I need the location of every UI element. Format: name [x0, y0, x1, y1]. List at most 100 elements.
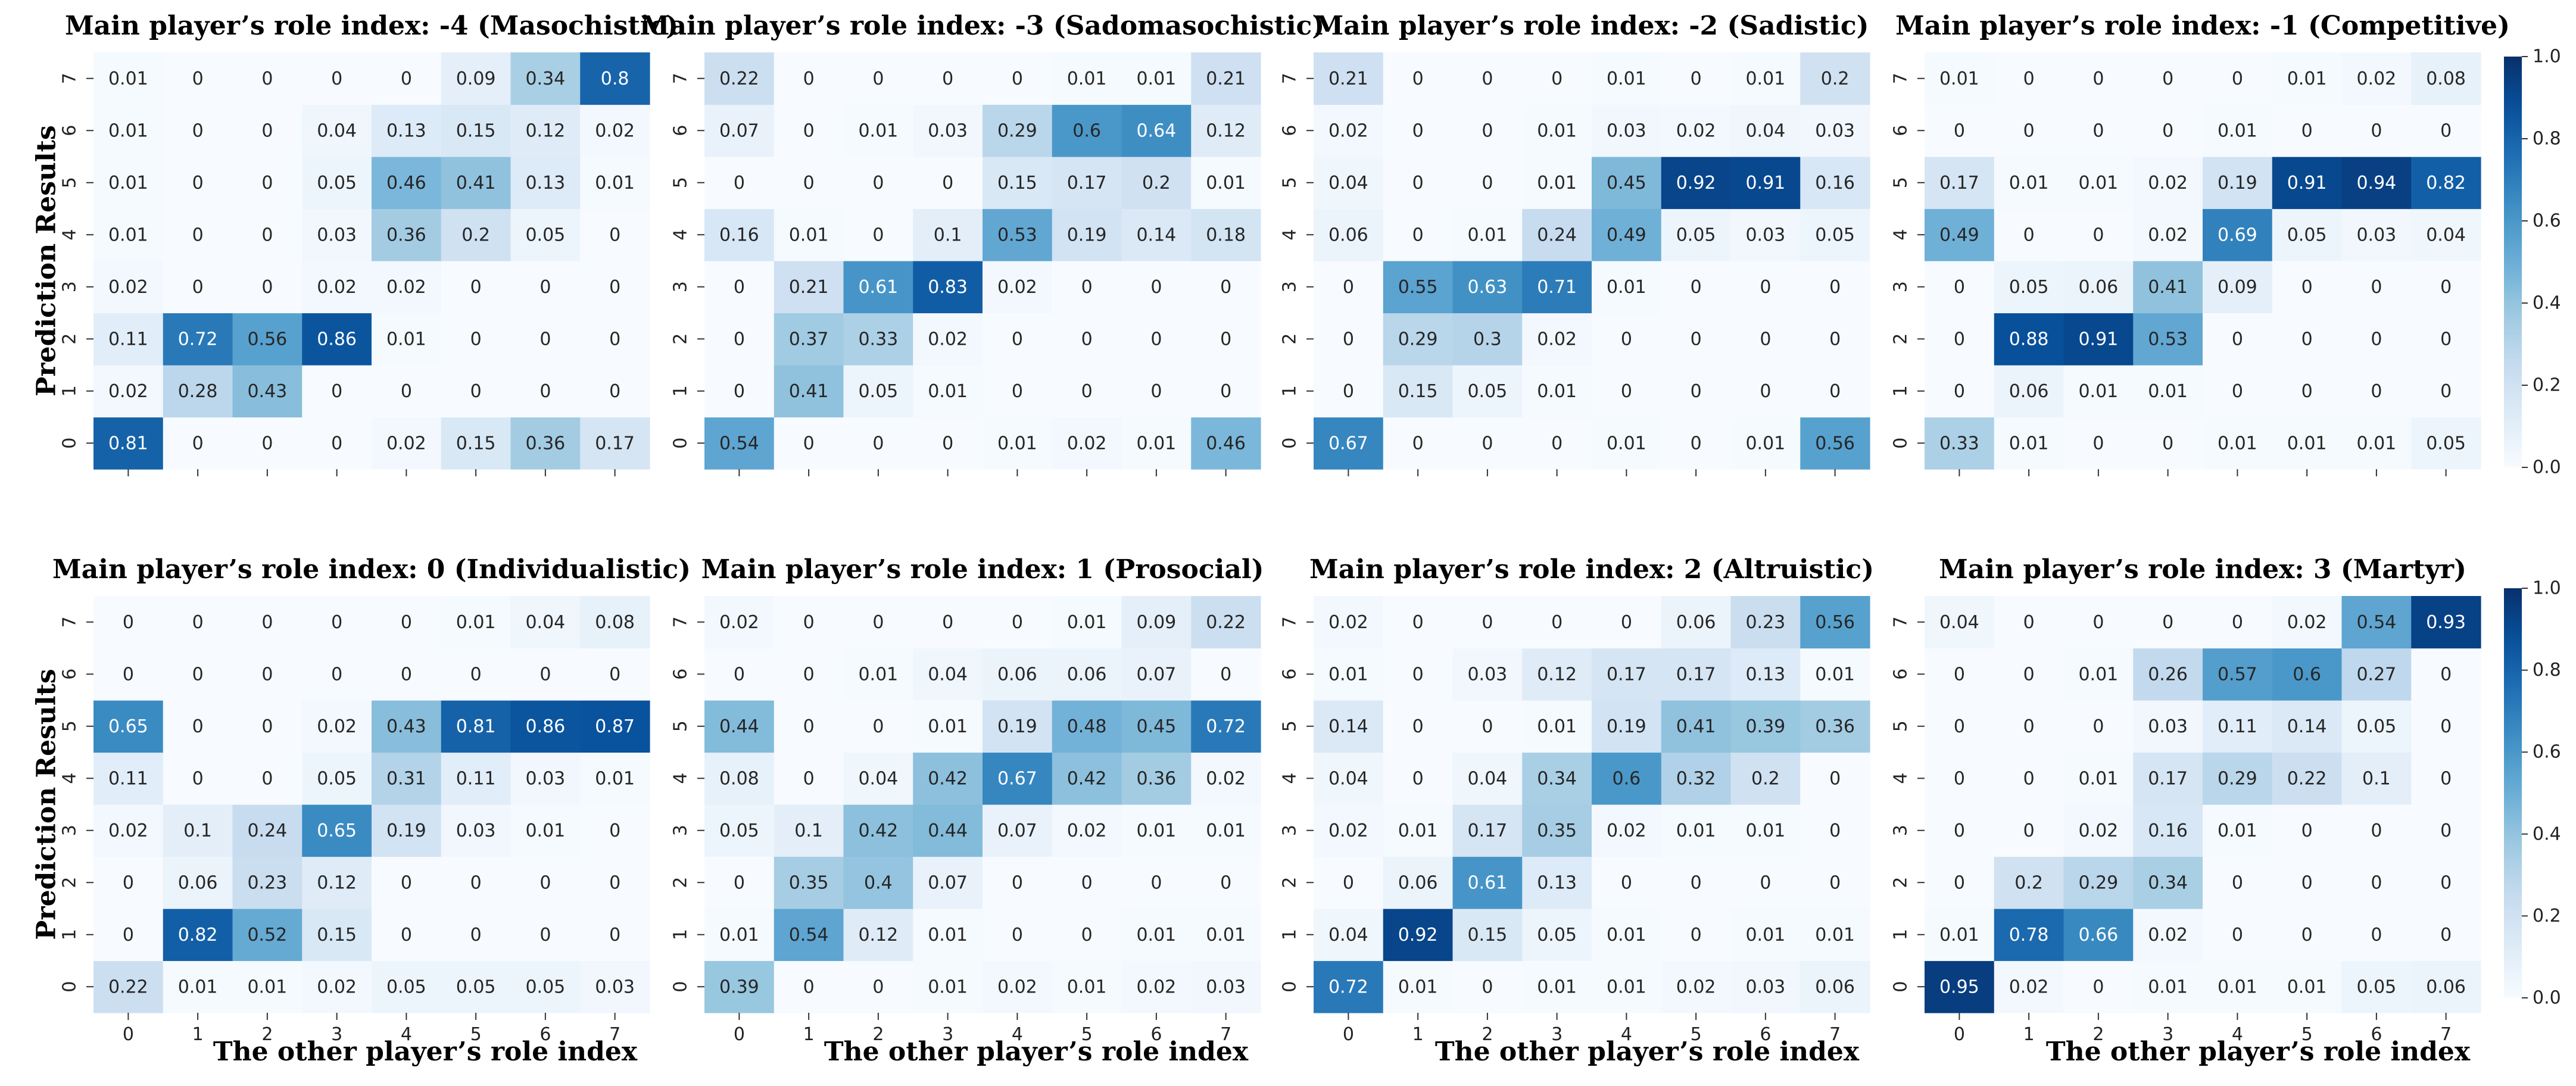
- heatmap-cell: [913, 909, 983, 962]
- heatmap-cell: [2203, 960, 2273, 1013]
- panel-title: Main player’s role index: 1 (Prosocial): [701, 554, 1264, 585]
- cell-value-label: 0: [803, 68, 815, 89]
- y-tick-label: 0: [670, 981, 691, 993]
- heatmap-cell: [232, 856, 302, 909]
- heatmap-cell: [1452, 804, 1523, 857]
- cell-value-label: 0.39: [719, 976, 759, 997]
- cell-value-label: 0: [1954, 820, 1965, 841]
- heatmap-cell: [441, 365, 512, 418]
- heatmap-cell: [704, 261, 775, 314]
- heatmap-cell: [2133, 52, 2203, 105]
- heatmap-cell: [510, 804, 581, 857]
- cell-value-label: 0: [803, 976, 815, 997]
- heatmap-cell: [2203, 157, 2273, 210]
- cell-value-label: 0.67: [997, 768, 1037, 789]
- heatmap-cell: [1925, 960, 1995, 1013]
- heatmap-cell: [1191, 856, 1261, 909]
- cell-value-label: 0.02: [317, 716, 357, 737]
- cell-value-label: 0: [1691, 925, 1702, 945]
- heatmap-cell: [843, 596, 913, 649]
- heatmap-cell: [774, 52, 844, 105]
- cell-value-label: 0: [2440, 664, 2452, 685]
- cell-value-label: 0.52: [247, 925, 287, 945]
- cell-value-label: 0.01: [1537, 976, 1577, 997]
- cell-value-label: 0: [1482, 68, 1493, 89]
- heatmap-cell: [913, 596, 983, 649]
- heatmap-cell: [2133, 752, 2203, 805]
- y-tick-label: 5: [1280, 177, 1301, 188]
- cell-value-label: 0.55: [1398, 277, 1438, 298]
- heatmap-cell: [1994, 804, 2064, 857]
- cell-value-label: 0.86: [317, 329, 357, 349]
- cell-value-label: 0.15: [456, 433, 496, 454]
- cell-value-label: 0.01: [1467, 224, 1507, 245]
- cell-value-label: 0.19: [1607, 716, 1646, 737]
- heatmap-cell: [774, 313, 844, 366]
- colorbar-tick-label: 0.4: [2533, 823, 2561, 844]
- cell-value-label: 0: [2301, 120, 2313, 141]
- heatmap-cell: [302, 700, 372, 753]
- cell-value-label: 0.04: [525, 612, 565, 633]
- heatmap-cell: [704, 700, 775, 753]
- cell-value-label: 0: [942, 433, 953, 454]
- cell-value-label: 0: [872, 976, 884, 997]
- heatmap-cell: [843, 157, 913, 210]
- cell-value-label: 0.01: [456, 612, 496, 633]
- heatmap-cell: [1730, 417, 1801, 470]
- cell-value-label: 0: [2162, 433, 2173, 454]
- heatmap-cell: [704, 208, 775, 261]
- heatmap-cell: [1314, 856, 1384, 909]
- heatmap-cell: [1191, 313, 1261, 366]
- cell-value-label: 0.01: [1815, 664, 1855, 685]
- heatmap-cell: [1191, 648, 1261, 701]
- heatmap-cell: [1661, 208, 1732, 261]
- heatmap-cell: [913, 752, 983, 805]
- heatmap-cell: [510, 700, 581, 753]
- cell-value-label: 0: [1551, 68, 1563, 89]
- cell-value-label: 0: [2301, 329, 2313, 349]
- y-tick-label: 0: [1891, 981, 1911, 993]
- heatmap-cell: [2203, 313, 2273, 366]
- heatmap-cell: [1661, 909, 1732, 962]
- cell-value-label: 0.01: [1745, 68, 1785, 89]
- heatmap-cell: [1452, 596, 1523, 649]
- cell-value-label: 0: [609, 329, 620, 349]
- cell-value-label: 0: [2371, 329, 2382, 349]
- heatmap-cell: [2203, 52, 2273, 105]
- heatmap-cell: [983, 157, 1053, 210]
- y-tick-label: 4: [1280, 773, 1301, 784]
- heatmap-cell: [2063, 261, 2134, 314]
- heatmap-cell: [2063, 752, 2134, 805]
- y-tick-label: 5: [1891, 720, 1911, 732]
- cell-value-label: 0.06: [1067, 664, 1107, 685]
- cell-value-label: 0: [1220, 381, 1231, 402]
- cell-value-label: 0.03: [525, 768, 565, 789]
- cell-value-label: 0: [1691, 68, 1702, 89]
- heatmap-cell: [2133, 700, 2203, 753]
- cell-value-label: 0: [1954, 277, 1965, 298]
- heatmap-cell: [2063, 52, 2134, 105]
- cell-value-label: 0.03: [1815, 120, 1855, 141]
- y-tick-label: 3: [1891, 825, 1911, 836]
- cell-value-label: 0.01: [2218, 820, 2257, 841]
- cell-value-label: 0.01: [719, 925, 759, 945]
- cell-value-label: 0.01: [2009, 433, 2049, 454]
- cell-value-label: 0.06: [2426, 976, 2466, 997]
- x-axis-title: The other player’s role index: [1435, 1037, 1860, 1067]
- cell-value-label: 0.13: [386, 120, 426, 141]
- cell-value-label: 0.37: [789, 329, 829, 349]
- heatmap-cell: [2063, 909, 2134, 962]
- heatmap-cell: [163, 909, 233, 962]
- heatmap-cell: [2063, 157, 2134, 210]
- heatmap-cell: [1383, 52, 1454, 105]
- cell-value-label: 0.01: [1607, 925, 1646, 945]
- heatmap-cell: [1314, 648, 1384, 701]
- heatmap-cell: [1730, 909, 1801, 962]
- cell-value-label: 0.05: [317, 173, 357, 194]
- heatmap-cell: [1052, 157, 1122, 210]
- heatmap-cell: [2063, 365, 2134, 418]
- cell-value-label: 0: [1621, 612, 1632, 633]
- heatmap-cell: [93, 752, 164, 805]
- heatmap-cell: [1994, 52, 2064, 105]
- y-tick-label: 6: [1891, 669, 1911, 680]
